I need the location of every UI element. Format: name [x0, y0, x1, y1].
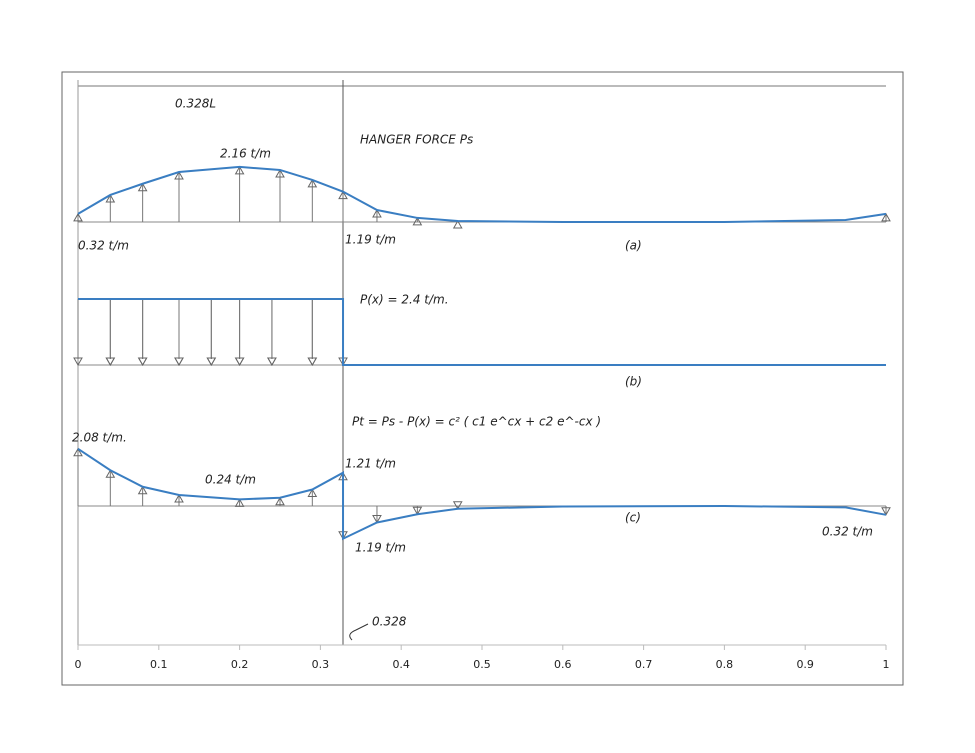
- series-line: [78, 298, 886, 366]
- annotation: 0.32 t/m: [78, 239, 129, 253]
- arrow-head: [881, 212, 891, 222]
- arrow-head: [206, 357, 217, 367]
- arrow-head: [105, 357, 116, 367]
- series-line: [77, 165, 887, 223]
- x-tick-label: 0.2: [231, 658, 249, 671]
- arrow-head: [174, 171, 184, 180]
- arrow-head: [73, 357, 83, 367]
- annotation: HANGER FORCE Ps: [360, 133, 473, 147]
- arrow-head: [137, 357, 148, 367]
- x-tick-label: 0.1: [150, 658, 168, 671]
- annotation: (b): [625, 375, 642, 389]
- annotation: 0.328L: [175, 97, 216, 111]
- arrow-head: [206, 357, 217, 367]
- frame: [61, 71, 904, 686]
- arrow-head: [234, 357, 245, 367]
- arrow-head: [174, 357, 184, 367]
- x-tick-label: 0.3: [312, 658, 330, 671]
- annotation: P(x) = 2.4 t/m.: [360, 293, 449, 307]
- annotation: Pt = Ps - P(x) = c² ( c1 e^cx + c2 e^-cx…: [352, 415, 601, 429]
- annotation: 1.19 t/m: [345, 233, 396, 247]
- arrow-head: [105, 357, 116, 367]
- arrow-head: [267, 357, 277, 367]
- arrow-head: [412, 216, 423, 226]
- annotation: (c): [625, 511, 641, 525]
- arrow-head: [174, 357, 184, 367]
- x-tick-label: 0.7: [635, 658, 653, 671]
- annotation: 2.16 t/m: [220, 147, 271, 161]
- arrow-head: [452, 219, 463, 229]
- annotation: 2.08 t/m.: [72, 431, 127, 445]
- series-line: [77, 447, 887, 541]
- annotation: 0.328: [372, 615, 407, 629]
- arrow-head: [73, 447, 83, 457]
- arrow-head: [307, 178, 318, 188]
- annotation: (a): [625, 239, 642, 253]
- arrow-head: [174, 493, 184, 503]
- arrow-head: [234, 165, 245, 175]
- arrow-head: [372, 515, 382, 524]
- arrow-head: [137, 485, 148, 495]
- x-tick-label: 0.6: [554, 658, 572, 671]
- arrow-head: [307, 488, 318, 497]
- arrow-head: [881, 507, 891, 516]
- x-tick-label: 0.4: [392, 658, 410, 671]
- arrow-head: [275, 496, 285, 506]
- arrow-head: [137, 357, 148, 367]
- x-tick-label: 0: [75, 658, 82, 671]
- arrow-head: [234, 498, 245, 507]
- annotation: 1.19 t/m: [355, 541, 406, 555]
- arrow-head: [105, 193, 116, 203]
- annotation: 1.21 t/m: [345, 457, 396, 471]
- arrow-head: [73, 212, 83, 222]
- leader: [349, 623, 369, 641]
- x-tick-label: 0.8: [716, 658, 734, 671]
- arrow-head: [452, 501, 463, 510]
- arrow-head: [412, 506, 423, 516]
- annotation: 0.24 t/m: [205, 473, 256, 487]
- arrow-head: [307, 357, 318, 367]
- arrow-head: [307, 357, 318, 367]
- x-tick-label: 0.9: [796, 658, 814, 671]
- x-tick-label: 1: [883, 658, 890, 671]
- arrow-head: [267, 357, 277, 367]
- arrow-head: [275, 168, 285, 178]
- arrow-head: [234, 357, 245, 367]
- arrow-head: [372, 209, 382, 218]
- arrow-head: [338, 190, 348, 200]
- x-tick-label: 0.5: [473, 658, 491, 671]
- arrow-head: [137, 182, 148, 192]
- arrow-head: [105, 469, 116, 478]
- annotation: 0.32 t/m: [822, 525, 873, 539]
